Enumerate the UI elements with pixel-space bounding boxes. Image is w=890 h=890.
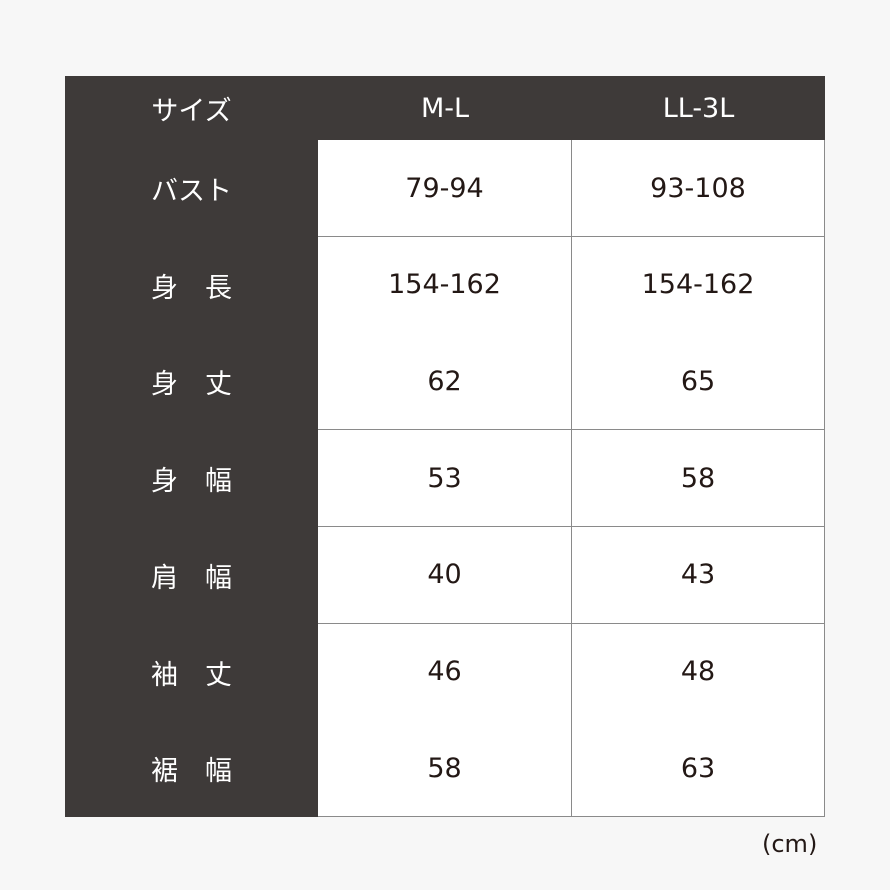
header-ll-3l: LL-3L	[662, 92, 735, 124]
table-cell-ll-3l: 43	[572, 526, 825, 624]
table-cell-ll-3l: 58	[572, 430, 825, 528]
row-label: 肩 幅	[151, 562, 232, 594]
table-cell-ll-3l: 154-162	[572, 236, 825, 334]
row-label: 裾 幅	[151, 756, 232, 788]
table-cell-ll-3l: 48	[572, 623, 825, 721]
table-cell-m-l: 58	[318, 720, 572, 818]
table-cell-ll-3l: 63	[572, 720, 825, 818]
table-cell-ll-3l: 65	[572, 333, 825, 431]
table-cell-ll-3l: 93-108	[572, 140, 825, 237]
table-cell-m-l: 53	[318, 430, 572, 528]
row-label: 身 長	[151, 272, 232, 304]
table-cell-m-l: 46	[318, 623, 572, 721]
row-label: 袖 丈	[151, 659, 232, 691]
table-header: サイズ M-L LL-3L	[65, 76, 825, 140]
table-cell-m-l: 40	[318, 526, 572, 624]
row-label: 身 幅	[151, 466, 232, 498]
header-size: サイズ	[151, 95, 232, 127]
size-table: サイズ M-L LL-3L バスト 79-94 93-108 身 長 154-162 15…	[65, 76, 825, 818]
header-m-l: M-L	[420, 92, 470, 124]
table-cell-m-l: 79-94	[318, 140, 572, 237]
unit-label: (cm)	[762, 830, 818, 858]
table-cell-m-l: 154-162	[318, 236, 572, 334]
row-label: 身 丈	[151, 369, 232, 401]
row-label: バスト	[151, 176, 232, 207]
table-cell-m-l: 62	[318, 333, 572, 431]
